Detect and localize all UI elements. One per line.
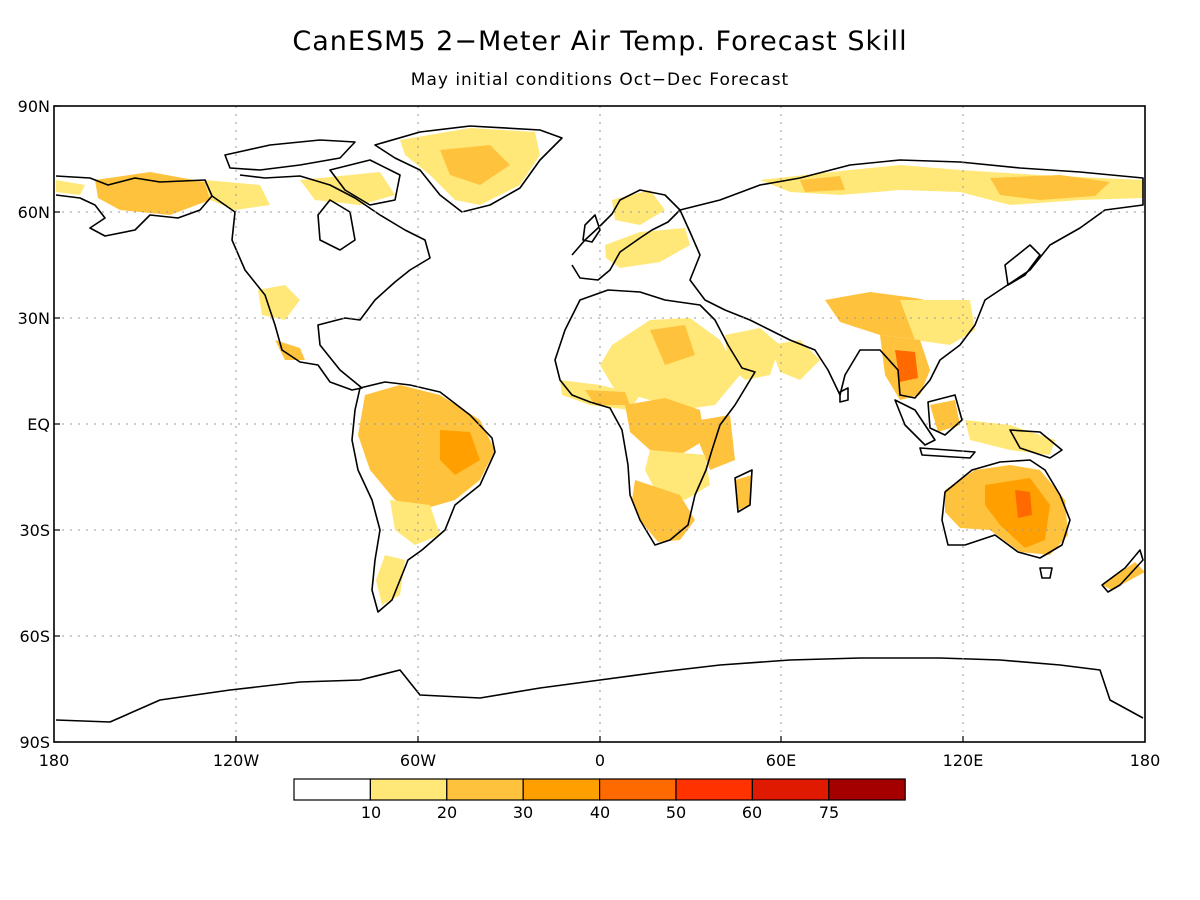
skill-area-guinea-coast	[585, 390, 630, 405]
colorbar-label-60: 60	[742, 803, 762, 822]
lon-label-120e: 120E	[943, 751, 984, 770]
colorbar-box-0	[293, 778, 372, 801]
lat-label-90s: 90S	[19, 733, 50, 752]
coast-europe	[571, 189, 681, 281]
colorbar-boxes	[293, 778, 906, 801]
coast-alaska	[55, 175, 213, 237]
colorbar-labels: 10 20 30 40 50 60 75	[361, 803, 839, 822]
lat-label-60s: 60S	[19, 627, 50, 646]
coast-north-america	[211, 174, 431, 391]
skill-area-yukon	[205, 180, 270, 210]
skill-area-new-zealand	[1102, 562, 1145, 590]
latitude-labels: 90N 60N 30N EQ 30S 60S 90S	[18, 97, 50, 752]
lon-label-180w: 180	[39, 751, 70, 770]
skill-area-europe	[605, 228, 690, 268]
figure-subtitle: May initial conditions Oct−Dec Forecast	[410, 70, 790, 90]
skill-area-indochina-core	[895, 350, 918, 382]
colorbar-label-30: 30	[513, 803, 533, 822]
coast-baffin	[329, 159, 401, 206]
lon-label-60e: 60E	[766, 751, 796, 770]
lon-label-60w: 60W	[400, 751, 436, 770]
colorbar-box-3	[522, 778, 601, 801]
figure-title: CanESM5 2−Meter Air Temp. Forecast Skill	[292, 26, 908, 57]
skill-area-east-siberia	[990, 175, 1110, 200]
coast-africa	[554, 289, 756, 546]
skill-area-argentina	[376, 555, 405, 605]
longitude-labels: 180 120W 60W 0 60E 120E 180	[39, 751, 1161, 770]
coast-greenland	[374, 125, 563, 213]
skill-area-arctic-canada	[300, 172, 395, 205]
skill-area-borneo	[930, 400, 960, 432]
skill-area-madagascar	[735, 475, 752, 510]
skill-area-india	[770, 340, 820, 380]
coast-asia	[679, 159, 1144, 399]
coast-new-zealand	[1101, 549, 1144, 593]
skill-area-chukotka	[56, 180, 85, 195]
skill-area-taimyr	[800, 176, 845, 192]
skill-area-australia-peak	[1015, 490, 1032, 518]
coast-hudson-bay	[317, 199, 356, 251]
colorbar-box-1	[369, 778, 448, 801]
skill-area-scandinavia	[612, 190, 665, 225]
lat-label-60n: 60N	[18, 203, 50, 222]
skill-shading	[56, 128, 1145, 605]
coast-new-guinea	[1009, 429, 1063, 459]
coast-madagascar	[734, 469, 753, 513]
colorbar-box-4	[598, 778, 677, 801]
skill-area-western-us	[258, 285, 300, 320]
skill-area-sahara-core	[650, 325, 695, 365]
skill-area-greenland-core	[440, 145, 510, 185]
coast-arctic-islands	[224, 139, 356, 171]
colorbar-box-2	[446, 778, 524, 801]
lat-label-90n: 90N	[18, 97, 50, 116]
skill-area-brazil-core	[440, 430, 480, 475]
coast-sumatra	[894, 399, 936, 446]
coast-borneo	[927, 394, 963, 436]
skill-area-east-africa	[700, 415, 735, 470]
colorbar-label-50: 50	[666, 803, 686, 822]
coast-java	[919, 447, 976, 459]
skill-area-sahara	[600, 318, 740, 410]
colorbar-label-40: 40	[590, 803, 610, 822]
skill-area-amazon	[358, 385, 495, 510]
skill-area-arabia	[725, 328, 780, 380]
coast-australia	[941, 459, 1071, 559]
colorbar-box-6	[751, 778, 830, 801]
lon-label-0: 0	[595, 751, 605, 770]
skill-area-china	[900, 300, 975, 345]
coast-japan	[1004, 244, 1041, 286]
lon-label-180e: 180	[1130, 751, 1161, 770]
colorbar-label-20: 20	[437, 803, 457, 822]
lat-label-eq: EQ	[27, 415, 50, 434]
coast-south-america	[351, 381, 496, 613]
colorbar-label-10: 10	[361, 803, 381, 822]
lat-label-30n: 30N	[18, 309, 50, 328]
colorbar-label-75: 75	[819, 803, 839, 822]
skill-area-indonesia	[965, 420, 1055, 455]
tick-marks	[54, 105, 964, 743]
lat-label-30s: 30S	[19, 521, 50, 540]
colorbar: 10 20 30 40 50 60 75	[293, 778, 906, 822]
skill-area-bolivia	[390, 500, 440, 545]
skill-area-central-africa	[645, 450, 710, 500]
coast-uk	[582, 214, 601, 243]
skill-area-southern-africa	[632, 480, 695, 542]
skill-area-congo	[625, 398, 705, 455]
skill-area-alaska	[95, 172, 210, 215]
coast-tasmania	[1039, 567, 1053, 579]
skill-area-mexico	[275, 340, 305, 360]
gridlines	[54, 106, 1145, 742]
colorbar-box-7	[828, 778, 906, 801]
colorbar-box-5	[675, 778, 754, 801]
lon-label-120w: 120W	[213, 751, 260, 770]
coast-antarctica	[55, 657, 1144, 723]
coast-sri-lanka	[839, 387, 849, 403]
coastlines	[55, 125, 1144, 723]
